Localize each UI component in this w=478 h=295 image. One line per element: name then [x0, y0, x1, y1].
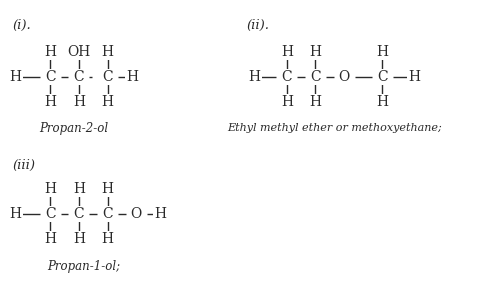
Text: H: H	[101, 182, 114, 196]
Text: O: O	[130, 207, 142, 221]
Text: OH: OH	[67, 45, 90, 59]
Text: C: C	[102, 70, 113, 84]
Text: C: C	[102, 207, 113, 221]
Text: H: H	[101, 232, 114, 246]
Text: C: C	[377, 70, 388, 84]
Text: C: C	[282, 70, 292, 84]
Text: C: C	[310, 70, 321, 84]
Text: (ii).: (ii).	[246, 19, 269, 32]
Text: C: C	[74, 207, 84, 221]
Text: C: C	[45, 70, 55, 84]
Text: C: C	[74, 70, 84, 84]
Text: H: H	[44, 95, 56, 109]
Text: H: H	[44, 45, 56, 59]
Text: C: C	[45, 207, 55, 221]
Text: H: H	[44, 182, 56, 196]
Text: H: H	[101, 45, 114, 59]
Text: H: H	[126, 70, 139, 84]
Text: Propan-2-ol: Propan-2-ol	[40, 122, 109, 135]
Text: H: H	[281, 95, 293, 109]
Text: H: H	[73, 95, 85, 109]
Text: H: H	[376, 45, 389, 59]
Text: H: H	[309, 95, 322, 109]
Text: H: H	[44, 232, 56, 246]
Text: H: H	[101, 95, 114, 109]
Text: O: O	[338, 70, 350, 84]
Text: H: H	[376, 95, 389, 109]
Text: H: H	[408, 70, 421, 84]
Text: H: H	[154, 207, 167, 221]
Text: H: H	[10, 70, 22, 84]
Text: (iii): (iii)	[12, 159, 35, 172]
Text: H: H	[73, 232, 85, 246]
Text: H: H	[10, 207, 22, 221]
Text: Propan-1-ol;: Propan-1-ol;	[47, 260, 120, 273]
Text: H: H	[281, 45, 293, 59]
Text: H: H	[249, 70, 261, 84]
Text: (i).: (i).	[12, 19, 31, 32]
Text: Ethyl methyl ether or methoxyethane;: Ethyl methyl ether or methoxyethane;	[227, 123, 442, 133]
Text: H: H	[73, 182, 85, 196]
Text: H: H	[309, 45, 322, 59]
